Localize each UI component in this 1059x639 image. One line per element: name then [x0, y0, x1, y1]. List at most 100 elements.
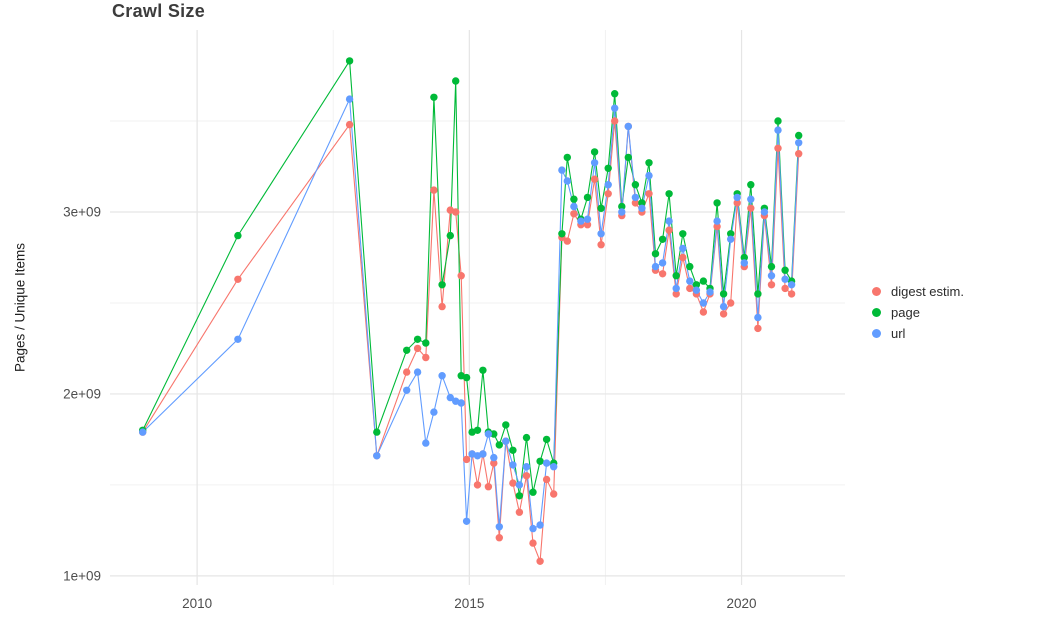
data-point: [719, 302, 728, 311]
data-point: [713, 217, 721, 225]
chart-title: Crawl Size: [112, 1, 206, 21]
data-point: [570, 210, 578, 218]
data-point: [699, 299, 708, 307]
data-point: [495, 523, 503, 531]
data-point: [733, 199, 741, 207]
data-point: [740, 259, 748, 267]
data-point: [713, 199, 721, 207]
data-point: [672, 284, 680, 293]
data-point: [583, 215, 592, 223]
data-point: [651, 262, 660, 271]
data-point: [590, 175, 599, 183]
data-point: [767, 281, 776, 289]
legend-dot: [872, 287, 881, 296]
data-point: [665, 190, 673, 198]
data-point: [604, 164, 612, 172]
data-point: [583, 221, 592, 229]
data-point: [795, 131, 803, 140]
data-point: [536, 557, 544, 565]
data-point: [774, 126, 782, 134]
data-point: [604, 190, 612, 198]
data-point: [692, 286, 701, 294]
legend-item-digest-estim-: digest estim.: [872, 281, 964, 302]
legend-item-url: url: [872, 323, 964, 344]
data-point: [345, 95, 354, 103]
data-point: [536, 521, 544, 529]
data-point: [422, 339, 430, 347]
data-point: [665, 226, 673, 234]
data-point: [563, 177, 571, 185]
data-point: [590, 148, 599, 156]
data-point: [422, 353, 430, 362]
data-point: [631, 193, 640, 202]
data-point: [570, 202, 578, 211]
data-point: [234, 275, 242, 283]
data-point: [672, 272, 680, 280]
legend-item-page: page: [872, 302, 964, 323]
data-point: [446, 231, 454, 240]
data-point: [457, 399, 465, 407]
data-point: [563, 237, 571, 245]
legend-label: page: [891, 305, 920, 320]
data-point: [754, 324, 762, 333]
x-tick-label: 2015: [454, 596, 484, 611]
data-point: [706, 288, 714, 296]
data-point: [733, 193, 741, 202]
data-point: [597, 204, 605, 212]
legend-dot: [872, 329, 881, 338]
data-point: [542, 475, 551, 484]
data-point: [719, 290, 728, 298]
data-point: [462, 517, 471, 525]
data-point: [529, 524, 537, 533]
data-point: [373, 428, 381, 436]
data-point: [686, 277, 694, 285]
data-point: [727, 235, 735, 243]
data-point: [509, 461, 517, 469]
data-point: [767, 262, 776, 271]
data-point: [754, 290, 762, 298]
data-point: [502, 421, 510, 429]
data-point: [515, 508, 524, 516]
data-point: [631, 181, 640, 189]
data-point: [462, 455, 471, 464]
data-point: [563, 153, 571, 162]
data-point: [658, 235, 667, 243]
data-point: [479, 450, 487, 458]
data-point: [767, 272, 776, 280]
data-point: [139, 428, 147, 436]
data-point: [787, 290, 796, 298]
data-point: [795, 139, 803, 147]
data-point: [679, 253, 687, 262]
data-point: [727, 299, 735, 307]
data-point: [604, 181, 612, 189]
data-point: [234, 231, 242, 240]
data-point: [473, 481, 482, 489]
data-point: [522, 433, 531, 442]
y-tick-label: 3e+09: [63, 204, 101, 219]
data-point: [611, 90, 619, 98]
data-point: [234, 335, 242, 343]
data-point: [699, 308, 708, 316]
data-point: [413, 335, 422, 343]
data-point: [787, 281, 796, 289]
data-point: [484, 430, 493, 438]
data-point: [558, 230, 566, 238]
data-point: [430, 186, 438, 194]
data-point: [403, 368, 411, 376]
data-point: [597, 241, 605, 249]
data-point: [781, 275, 789, 283]
data-point: [462, 373, 471, 382]
data-point: [479, 366, 487, 374]
data-point: [457, 272, 465, 280]
data-point: [413, 344, 422, 353]
data-point: [658, 259, 667, 267]
data-point: [422, 439, 430, 447]
data-point: [452, 77, 460, 85]
data-point: [747, 195, 755, 203]
data-point: [536, 457, 544, 465]
data-point: [438, 281, 446, 289]
data-point: [473, 426, 482, 434]
data-point: [754, 313, 762, 322]
data-point: [452, 208, 460, 216]
